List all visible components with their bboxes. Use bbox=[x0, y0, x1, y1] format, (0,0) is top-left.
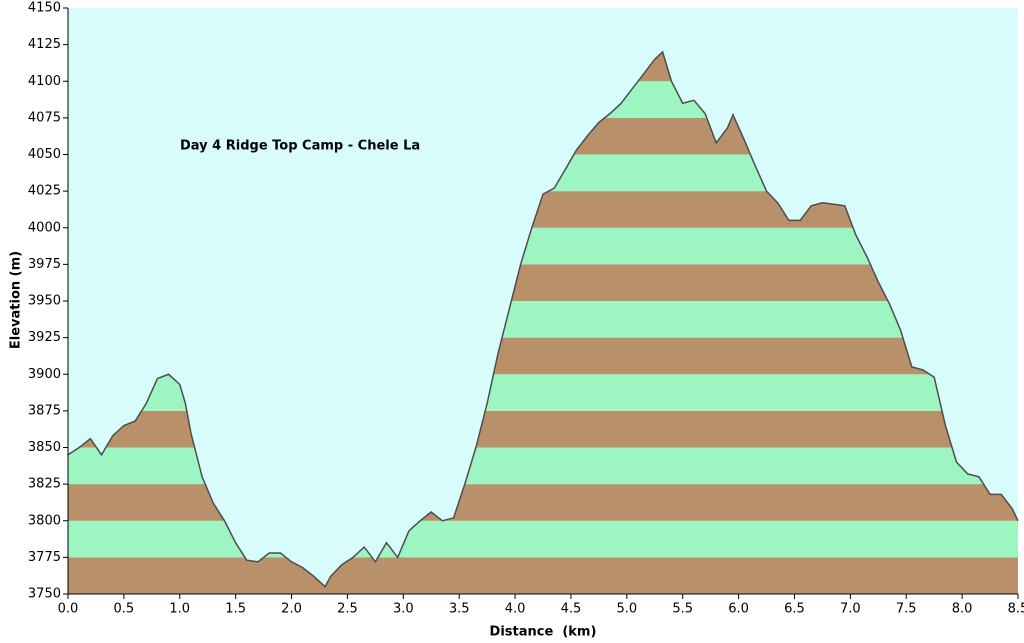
x-tick-label: 5.5 bbox=[672, 602, 693, 617]
y-tick-label: 3850 bbox=[28, 440, 61, 455]
y-tick-label: 4025 bbox=[28, 184, 61, 199]
x-tick-label: 0.0 bbox=[58, 602, 79, 617]
y-axis-title: Elevation (m) bbox=[9, 251, 24, 349]
x-tick-label: 1.0 bbox=[169, 602, 190, 617]
y-tick-label: 3875 bbox=[28, 403, 61, 418]
y-tick-label: 4100 bbox=[28, 74, 61, 89]
x-tick-label: 3.0 bbox=[393, 602, 414, 617]
y-tick-label: 4075 bbox=[28, 110, 61, 125]
x-tick-label: 2.5 bbox=[337, 602, 358, 617]
y-tick-label: 3900 bbox=[28, 367, 61, 382]
annotation: Day 4 Ridge Top Camp - Chele La bbox=[180, 139, 420, 154]
y-tick-label: 3950 bbox=[28, 294, 61, 309]
y-tick-label: 4000 bbox=[28, 220, 61, 235]
y-tick-label: 3750 bbox=[28, 587, 61, 602]
x-tick-label: 4.5 bbox=[561, 602, 582, 617]
x-tick-label: 0.5 bbox=[114, 602, 135, 617]
y-tick-label: 3800 bbox=[28, 513, 61, 528]
y-tick-label: 3975 bbox=[28, 257, 61, 272]
foreground: 3750 3775 3800 3825 3850 3875 3900 3925 3950 3975… bbox=[28, 1, 1024, 617]
x-tick-label: 7.5 bbox=[896, 602, 917, 617]
band bbox=[68, 557, 1018, 594]
y-tick-label: 4125 bbox=[28, 37, 61, 52]
x-tick-label: 7.0 bbox=[840, 602, 861, 617]
y-tick-label: 3825 bbox=[28, 477, 61, 492]
y-tick-label: 4050 bbox=[28, 147, 61, 162]
x-tick-label: 4.0 bbox=[505, 602, 526, 617]
y-tick-label: 4150 bbox=[28, 1, 61, 16]
x-tick-label: 3.5 bbox=[449, 602, 470, 617]
x-axis-title: Distance (km) bbox=[490, 625, 597, 640]
x-tick-label: 1.5 bbox=[225, 602, 246, 617]
elevation-line bbox=[67, 50, 1019, 588]
x-tick-label: 6.0 bbox=[728, 602, 749, 617]
x-tick-label: 5.0 bbox=[616, 602, 637, 617]
x-tick-label: 8.0 bbox=[952, 602, 973, 617]
x-tick-label: 6.5 bbox=[784, 602, 805, 617]
x-tick-label: 2.0 bbox=[281, 602, 302, 617]
y-tick-label: 3925 bbox=[28, 330, 61, 345]
y-tick-label: 3775 bbox=[28, 550, 61, 565]
band bbox=[68, 520, 1018, 558]
x-tick-label: 8.5 bbox=[1008, 602, 1024, 617]
